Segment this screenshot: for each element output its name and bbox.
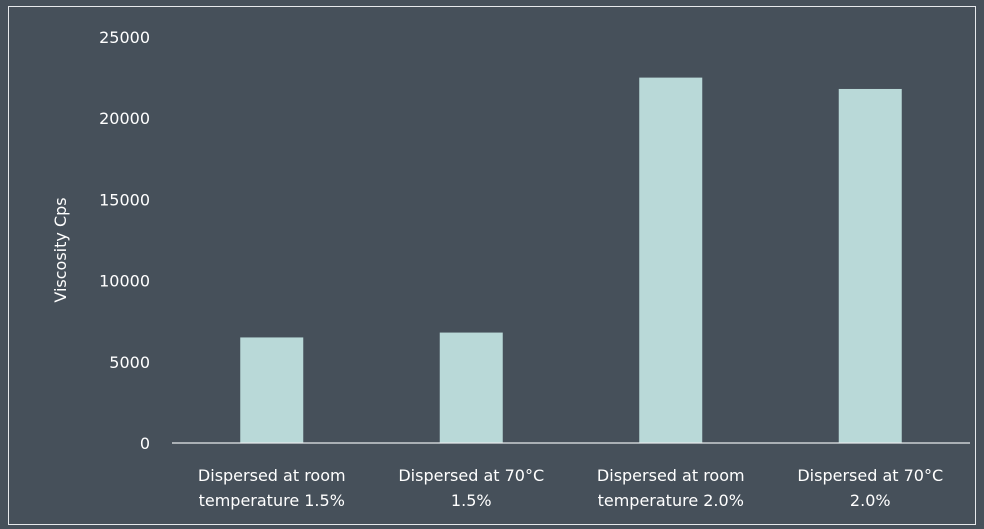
- y-tick-label: 20000: [99, 109, 150, 128]
- y-tick-label: 15000: [99, 190, 150, 209]
- x-category-label: 2.0%: [850, 491, 891, 510]
- x-category-label: Dispersed at room: [597, 466, 745, 485]
- bars: [240, 77, 902, 443]
- x-category-label: Dispersed at 70°C: [398, 466, 544, 485]
- bar: [639, 77, 703, 443]
- x-category-label: Dispersed at 70°C: [797, 466, 943, 485]
- bar: [838, 88, 902, 443]
- x-category-label: Dispersed at room: [198, 466, 346, 485]
- y-tick-label: 0: [140, 434, 150, 453]
- x-category-label: temperature 1.5%: [199, 491, 345, 510]
- y-tick-label: 25000: [99, 28, 150, 47]
- y-axis-ticks: 0 5000 10000 15000 20000 25000: [99, 28, 150, 453]
- y-tick-label: 5000: [109, 353, 150, 372]
- y-axis-title: Viscosity Cps: [51, 197, 70, 302]
- x-category-label: 1.5%: [451, 491, 492, 510]
- x-axis-labels: Dispersed at room temperature 1.5% Dispers…: [198, 466, 943, 510]
- x-category-label: temperature 2.0%: [598, 491, 744, 510]
- bar: [240, 337, 304, 443]
- bar: [439, 332, 503, 443]
- chart-frame: [8, 6, 976, 525]
- y-tick-label: 10000: [99, 272, 150, 291]
